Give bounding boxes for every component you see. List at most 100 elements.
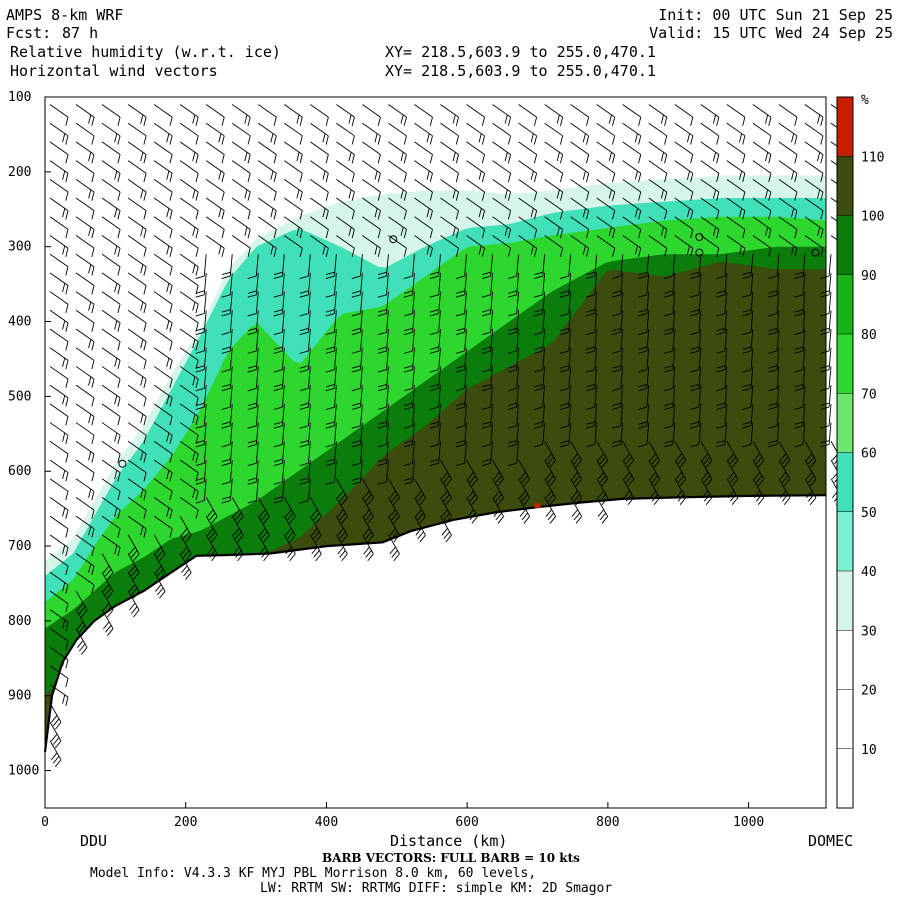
wind-barb-flag (65, 678, 69, 688)
wind-barb-flag (185, 572, 192, 580)
wind-barb-shaft (360, 254, 363, 277)
wind-barb-flag (533, 247, 538, 257)
wind-barb (195, 385, 207, 410)
wind-barb-flag (221, 387, 231, 392)
wind-barb-flag (218, 133, 222, 143)
wind-barb-flag (585, 369, 595, 373)
wind-barb (544, 141, 564, 164)
wind-barb (273, 459, 285, 485)
wind-barb-flag (117, 509, 121, 519)
wind-barb-flag (573, 475, 581, 483)
y-tick-label: 900 (8, 689, 31, 704)
model-title: AMPS 8-km WRF (6, 6, 123, 24)
wind-barb-flag (705, 478, 713, 487)
wind-barb (768, 272, 780, 298)
wind-barb-flag (794, 135, 798, 145)
wind-barb-flag (794, 421, 804, 425)
wind-barb-flag (817, 152, 821, 162)
wind-barb-flag (273, 271, 283, 276)
wind-barb-flag (192, 189, 196, 199)
wind-barb (700, 122, 720, 145)
wind-barb-flag (430, 309, 440, 313)
wind-barb-shaft (75, 235, 95, 249)
wind-barb-shaft (49, 366, 69, 380)
wind-barb (742, 422, 754, 448)
wind-barb-flag (455, 135, 459, 145)
wind-barb (221, 347, 233, 373)
wind-barb (351, 347, 363, 373)
wind-barb-flag (586, 116, 590, 126)
wind-barb (466, 478, 478, 506)
wind-barb-shaft (231, 160, 251, 174)
wind-barb (75, 216, 95, 239)
wind-barb-flag (481, 313, 491, 317)
wind-barb-flag (716, 440, 726, 444)
wind-barb-flag (207, 546, 214, 555)
wind-barb (284, 104, 303, 126)
wind-barb-flag (507, 331, 517, 336)
wind-barb-shaft (229, 310, 233, 333)
wind-barb (414, 216, 433, 239)
wind-barb (778, 104, 798, 126)
wind-barb-flag (285, 528, 292, 536)
wind-barb (336, 160, 355, 183)
wind-barb-flag (575, 497, 583, 506)
wind-barb-flag (820, 387, 830, 392)
wind-barb-flag (742, 229, 746, 239)
wind-barb-flag (716, 154, 720, 164)
wind-barb (466, 497, 478, 524)
wind-barb-flag (114, 395, 118, 405)
wind-barb-flag (794, 444, 804, 448)
wind-barb (247, 291, 259, 317)
wind-barb (466, 122, 485, 145)
wind-barb-shaft (568, 403, 572, 426)
wind-barb (351, 310, 363, 336)
wind-barb-flag (690, 383, 700, 388)
wind-barb-shaft (490, 385, 494, 408)
wind-barb (559, 366, 572, 392)
wind-barb-flag (273, 346, 283, 350)
wind-barb-flag (533, 135, 538, 145)
wind-barb (664, 254, 676, 279)
wind-barb-flag (107, 609, 114, 618)
wind-barb-shaft (620, 291, 624, 314)
wind-barb (351, 366, 363, 392)
wind-barb-flag (91, 509, 95, 519)
wind-barb (49, 309, 69, 332)
wind-barb-flag (211, 516, 218, 524)
wind-barb-flag (62, 507, 66, 517)
wind-barb-flag (195, 416, 199, 426)
wind-barb-flag (507, 350, 517, 354)
wind-barb-flag (337, 490, 344, 499)
wind-barb-shaft (804, 122, 824, 137)
wind-barb (403, 422, 415, 448)
wind-barb-flag (351, 191, 355, 201)
wind-barb (362, 122, 381, 145)
wind-barb-flag (469, 494, 476, 502)
wind-barb-flag (247, 173, 251, 183)
wind-barb-flag (221, 421, 231, 425)
wind-barb-shaft (622, 178, 642, 193)
wind-barb (414, 160, 433, 183)
wind-barb-shaft (802, 385, 806, 408)
wind-barb-flag (638, 383, 648, 388)
wind-barb-flag (430, 458, 440, 463)
wind-barb-flag (634, 170, 638, 180)
wind-barb-flag (221, 500, 231, 504)
plot-frame (44, 96, 827, 809)
wind-barb-flag (155, 546, 162, 555)
wind-barb (299, 403, 311, 429)
forecast-hours: 87 h (62, 24, 98, 42)
wind-barb-flag (455, 210, 459, 220)
wind-barb (247, 459, 259, 485)
wind-barb-shaft (440, 197, 459, 212)
wind-barb-flag (742, 210, 746, 220)
wind-barb (648, 459, 661, 487)
wind-barb-flag (820, 275, 830, 279)
wind-barb-flag (716, 425, 726, 429)
wind-barb-flag (244, 152, 248, 162)
wind-barb-flag (820, 290, 830, 294)
wind-barb-shaft (307, 441, 311, 464)
wind-barb-shaft (752, 197, 772, 212)
wind-barb-shaft (362, 178, 381, 193)
